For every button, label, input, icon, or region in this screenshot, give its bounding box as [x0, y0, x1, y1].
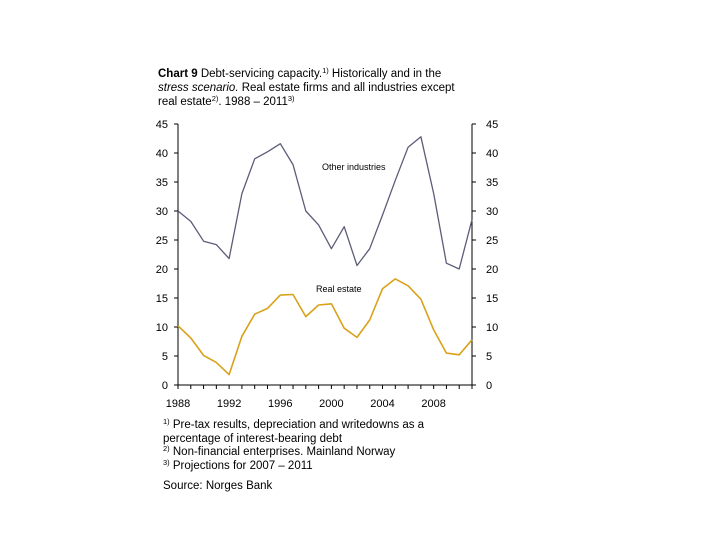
y-tick-label-left: 35	[156, 177, 168, 189]
chart-number: Chart 9	[158, 68, 198, 80]
footnote-1-text: Pre-tax results, depreciation and writed…	[163, 419, 425, 445]
series-line-real-estate	[177, 278, 473, 376]
footnote-3-text: Projections for 2007 – 2011	[169, 459, 313, 472]
y-tick-label-right: 20	[486, 264, 498, 276]
chart-axes: 4540353025201510504540353025201510501988…	[156, 119, 499, 410]
y-tick-label-right: 40	[486, 148, 498, 160]
y-tick-label-right: 25	[486, 235, 498, 247]
footnote-3-marker: 3)	[163, 457, 170, 467]
y-tick-label-left: 10	[156, 322, 168, 334]
y-tick-label-right: 5	[486, 351, 492, 363]
footnote-2-text: Non-financial enterprises. Mainland Norw…	[169, 446, 396, 458]
footnote-2: 2) Non-financial enterprises. Mainland N…	[163, 444, 463, 460]
series-line-other-industries	[177, 136, 473, 270]
source-note: Source: Norges Bank	[163, 480, 273, 492]
title-text-1: Debt-servicing capacity.	[200, 68, 323, 80]
footnotes: 1) Pre-tax results, depreciation and wri…	[163, 417, 463, 494]
y-tick-label-left: 20	[156, 264, 168, 276]
x-tick-label: 2008	[421, 398, 445, 410]
y-tick-label-left: 25	[156, 235, 168, 247]
x-tick-label: 1992	[217, 398, 241, 410]
title-footnote-ref-2: 2)	[211, 94, 219, 103]
y-tick-label-right: 35	[486, 177, 498, 189]
y-tick-label-right: 0	[486, 380, 492, 392]
x-tick-label: 2000	[319, 398, 343, 410]
footnote-2-marker: 2)	[163, 444, 170, 453]
y-tick-label-left: 30	[156, 206, 168, 218]
y-tick-label-right: 30	[486, 206, 498, 218]
y-tick-label-right: 10	[486, 322, 498, 334]
title-text-3b: . 1988 – 2011	[218, 96, 288, 108]
chart-title: Chart 9 Debt-servicing capacity.1) Histo…	[158, 67, 478, 109]
series-label-real-estate: Real estate	[316, 284, 362, 294]
x-tick-label: 1988	[166, 398, 190, 410]
title-text-2: stress scenario.	[158, 82, 239, 94]
title-footnote-ref-3: 3)	[287, 94, 295, 103]
y-tick-label-left: 0	[162, 380, 168, 392]
y-tick-label-left: 45	[156, 119, 168, 131]
footnote-1-marker: 1)	[163, 417, 170, 426]
title-text-1b: Historically and in the	[328, 68, 442, 80]
series-label-other-industries: Other industries	[322, 162, 386, 172]
title-text-2b: Real estate firms and all industries exc…	[238, 82, 455, 94]
y-tick-label-left: 40	[156, 148, 168, 160]
x-tick-label: 1996	[268, 398, 292, 410]
y-tick-label-right: 45	[486, 119, 498, 131]
x-tick-label: 2004	[370, 398, 394, 410]
y-tick-label-left: 5	[162, 351, 168, 363]
title-text-3: real estate	[158, 96, 212, 108]
footnote-3: 3) Projections for 2007 – 2011	[163, 457, 463, 474]
y-tick-label-right: 15	[486, 293, 498, 305]
footnote-1: 1) Pre-tax results, depreciation and wri…	[163, 417, 463, 446]
title-footnote-ref-1: 1)	[322, 66, 329, 75]
chart-lines	[177, 136, 473, 376]
y-tick-label-left: 15	[156, 293, 168, 305]
